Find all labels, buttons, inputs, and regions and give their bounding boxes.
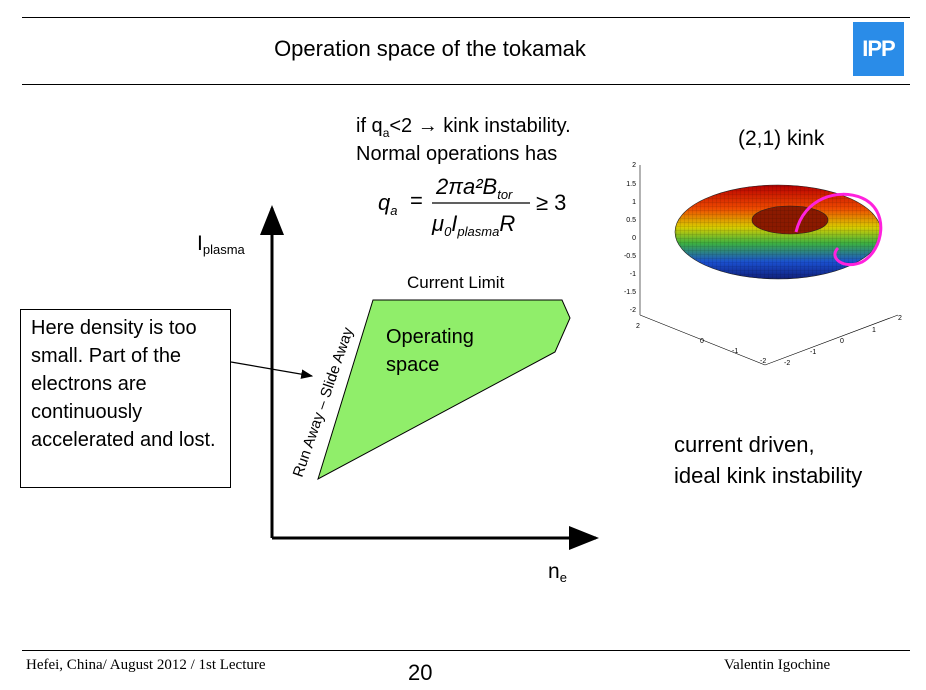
footer-left: Hefei, China/ August 2012 / 1st Lecture [26,657,266,673]
kink-caption-line2: ideal kink instability [674,463,863,488]
plot-front-edge [639,314,766,366]
x-tick: -1 [732,348,738,355]
header-rule-top [22,17,910,18]
current-limit-label: Current Limit [407,273,505,292]
x-axis-label: ne [548,560,567,585]
y-tick: 0 [840,338,844,345]
y-tick-labels: 2 1 0 -1 -2 [784,315,902,367]
kink-panel-title: (2,1) kink [738,127,825,150]
y-tick: -2 [784,360,790,367]
footer-rule [22,650,910,651]
z-tick: 1 [632,199,636,206]
kink-condition-line2: Normal operations has [356,143,558,165]
x-tick-labels: 2 0 -1 -2 [636,323,766,365]
z-tick: -1 [630,271,636,278]
footer-right: Valentin Igochine [724,657,831,673]
y-tick: -1 [810,349,816,356]
x-tick: 0 [700,338,704,345]
operating-space-label-2: space [386,354,439,376]
operating-space-label-1: Operating [386,326,474,348]
operating-space-region [317,299,571,481]
z-tick-labels: 2 1.5 1 0.5 0 -0.5 -1 -1.5 -2 [624,162,636,314]
z-tick: 0 [632,235,636,242]
z-tick: -2 [630,307,636,314]
z-tick: -0.5 [624,253,636,260]
callout-box: Here density is too small. Part of the e… [20,309,231,488]
safety-factor-formula: qa = 2πa²Btor μ0IplasmaR ≥ 3 [378,174,566,239]
kink-perturbation-curve [794,192,883,267]
kink-condition-line1: if qa<2 → kink instability. [356,115,571,140]
kink-torus-plot: 2 1.5 1 0.5 0 -0.5 -1 -1.5 -2 2 0 -1 -2 … [624,162,902,367]
formula-rhs: ≥ 3 [536,190,566,215]
z-tick: 2 [632,162,636,169]
y-tick: 2 [898,315,902,322]
formula-equals: = [410,188,423,213]
kink-caption-line1: current driven, [674,432,815,457]
ipp-logo: IPP [853,22,904,76]
torus-surface [674,184,882,280]
y-axis-label: Iplasma [197,232,246,257]
formula-denominator: μ0IplasmaR [431,211,515,239]
z-tick: -1.5 [624,289,636,296]
plot-right-edge [764,314,899,366]
formula-lhs: qa [378,190,397,218]
header-rule-bottom [22,84,910,85]
z-tick: 0.5 [626,217,636,224]
x-tick: 2 [636,323,640,330]
slide-title: Operation space of the tokamak [274,36,586,61]
formula-numerator: 2πa²Btor [435,174,513,202]
x-tick: -2 [760,358,766,365]
callout-arrow [230,361,314,379]
y-tick: 1 [872,327,876,334]
page-number: 20 [408,660,433,685]
z-tick: 1.5 [626,181,636,188]
